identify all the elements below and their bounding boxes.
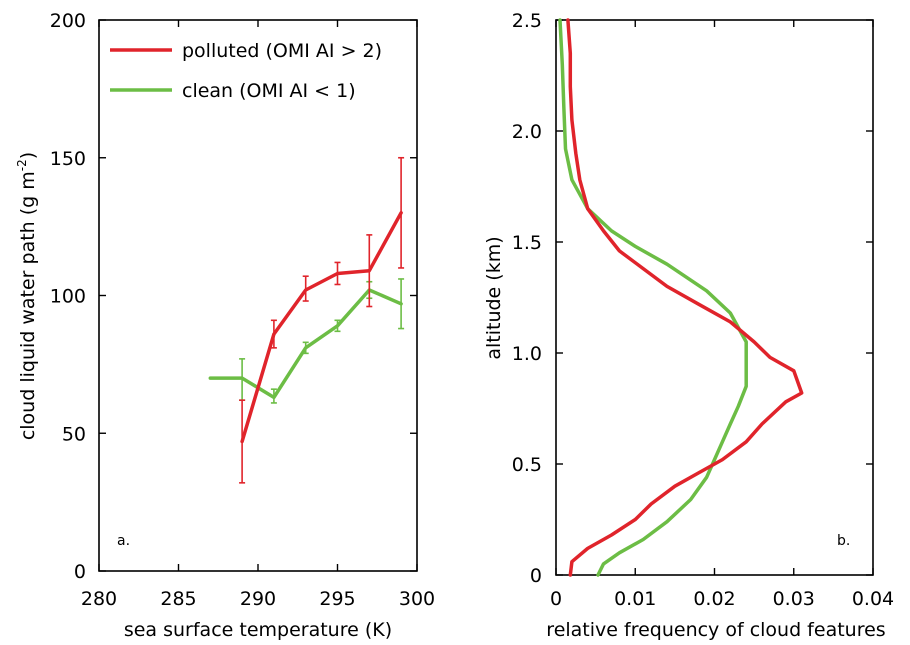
panel-b-xlabel: relative frequency of cloud features (546, 619, 885, 641)
panel-a-ytick-label: 100 (50, 286, 86, 308)
profile-clean-line (558, 18, 748, 577)
panel-b-xtick-label: 0 (550, 588, 562, 610)
panel-b-ytick-label: 0.5 (512, 454, 542, 476)
panel-b-ytick-label: 2.5 (512, 10, 542, 32)
legend: polluted (OMI AI > 2) clean (OMI AI < 1) (110, 40, 382, 102)
panel-b-xtick-label: 0.02 (693, 588, 735, 610)
panel-b-ylabel: altitude (km) (483, 236, 505, 359)
panel-a-ylabel: cloud liquid water path (g m-2) (15, 152, 39, 440)
profile-polluted-line (566, 18, 804, 577)
panel-a-ytick-label: 200 (50, 10, 86, 32)
legend-polluted-label: polluted (OMI AI > 2) (182, 40, 382, 62)
panel-a-xtick-label: 295 (319, 588, 355, 610)
panel-b: 0 0.01 0.02 0.03 0.04 0 0.5 1.0 1.5 2.0 2.5 b. re… (483, 10, 894, 641)
series-polluted-line (240, 211, 403, 444)
panel-b-ytick-label: 0 (530, 565, 542, 587)
panel-b-xtick-label: 0.04 (852, 588, 894, 610)
panel-a-ytick-label: 150 (50, 148, 86, 170)
panel-b-ytick-label: 2.0 (512, 121, 542, 143)
panel-b-label: b. (837, 533, 850, 549)
panel-a-ytick-label: 50 (62, 423, 86, 445)
panel-a-xtick-label: 300 (399, 588, 435, 610)
panel-a-label: a. (117, 533, 130, 549)
panel-b-ytick-label: 1.5 (512, 232, 542, 254)
panel-a: 280 285 290 295 300 0 50 100 150 200 polluted (O… (15, 10, 435, 641)
panel-b-xtick-label: 0.01 (614, 588, 656, 610)
panel-b-xtick-label: 0.03 (773, 588, 815, 610)
panel-a-xlabel: sea surface temperature (K) (124, 619, 392, 641)
panel-a-xtick-label: 280 (81, 588, 117, 610)
panel-a-xtick-label: 285 (160, 588, 196, 610)
panel-a-xtick-label: 290 (240, 588, 276, 610)
panel-a-ytick-label: 0 (74, 561, 86, 583)
legend-clean-label: clean (OMI AI < 1) (182, 80, 356, 102)
panel-b-ytick-label: 1.0 (512, 343, 542, 365)
